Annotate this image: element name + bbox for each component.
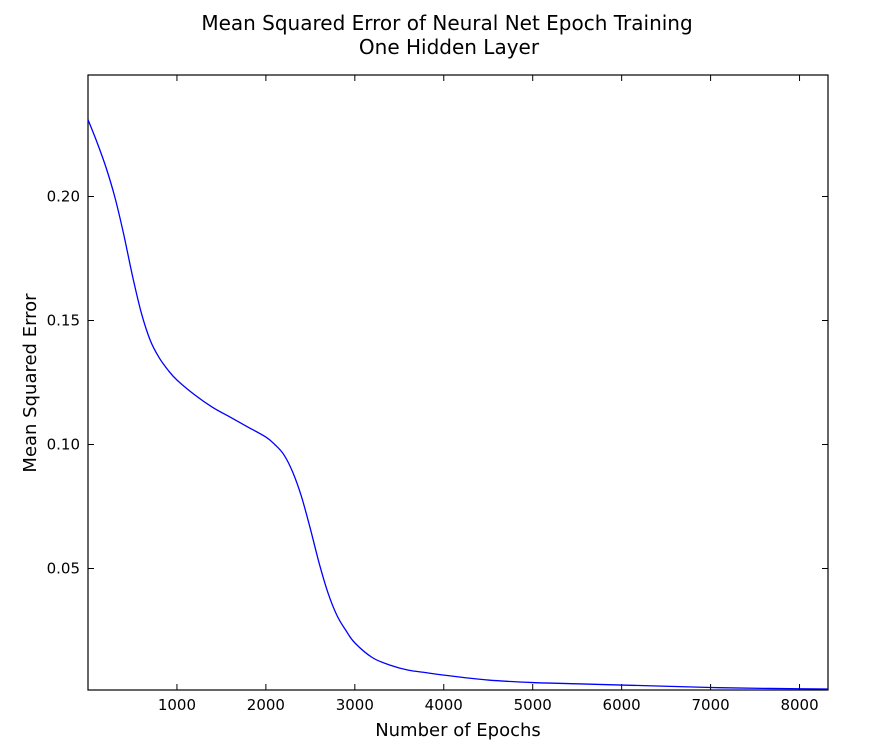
x-axis-label: Number of Epochs (375, 720, 541, 741)
y-axis-label: Mean Squared Error (20, 293, 41, 473)
x-tick-label: 5000 (514, 696, 552, 714)
x-axis-ticks: 1000 2000 3000 4000 5000 6000 7000 8000 (158, 75, 819, 714)
x-tick-label: 3000 (336, 696, 374, 714)
y-tick-label: 0.20 (47, 188, 80, 206)
y-tick-label: 0.10 (47, 435, 80, 453)
x-tick-label: 2000 (247, 696, 285, 714)
x-tick-label: 6000 (603, 696, 641, 714)
chart-title: Mean Squared Error of Neural Net Epoch T… (201, 11, 692, 35)
y-axis-ticks: 0.05 0.10 0.15 0.20 (47, 188, 828, 577)
x-tick-label: 1000 (158, 696, 196, 714)
chart-subtitle: One Hidden Layer (359, 35, 540, 59)
x-tick-label: 7000 (692, 696, 730, 714)
series-layer (87, 119, 829, 690)
x-tick-label: 4000 (425, 696, 463, 714)
y-tick-label: 0.15 (47, 312, 80, 330)
series-line (87, 119, 829, 690)
plot-frame (87, 74, 829, 691)
y-tick-label: 0.05 (47, 559, 80, 577)
x-tick-label: 8000 (780, 696, 818, 714)
